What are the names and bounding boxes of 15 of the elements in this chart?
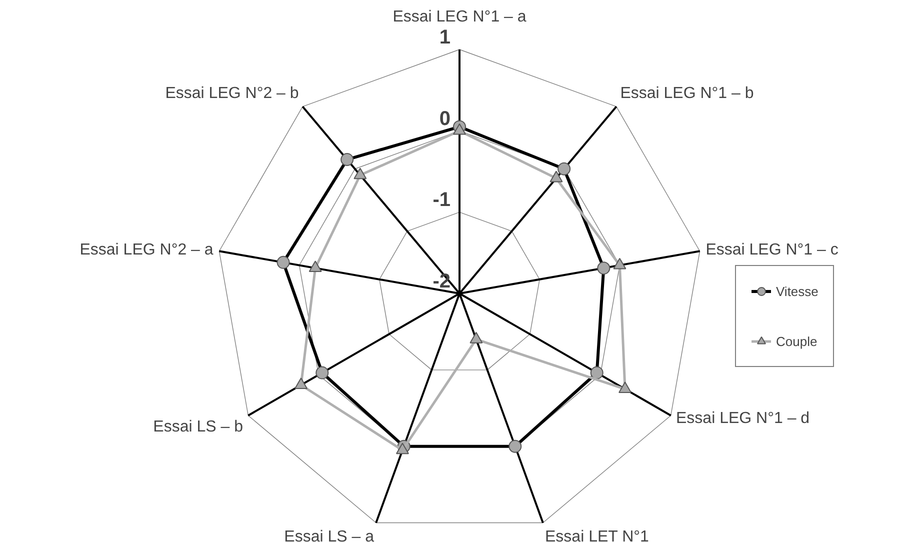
- spoke-label: Essai LEG N°1 – a: [392, 8, 526, 26]
- y-tick-label: -1: [432, 189, 451, 212]
- legend-label: Couple: [776, 334, 818, 348]
- y-tick-label: 1: [439, 26, 450, 48]
- spoke-label: Essai LS – b: [153, 418, 244, 436]
- y-tick-label: 0: [439, 108, 450, 130]
- legend-label: Vitesse: [776, 284, 818, 298]
- spoke-label: Essai LEG N°2 – b: [165, 84, 299, 102]
- spoke-label: Essai LS – a: [284, 528, 374, 542]
- spoke-label: Essai LEG N°1 – b: [620, 84, 754, 102]
- spoke-label: Essai LEG N°2 – a: [80, 242, 214, 259]
- spoke-label: Essai LET N°1: [545, 528, 650, 542]
- spoke-label: Essai LEG N°1 – d: [676, 410, 810, 427]
- spoke-label: Essai LEG N°1 – c: [706, 242, 838, 259]
- y-tick-label: -2: [432, 270, 451, 292]
